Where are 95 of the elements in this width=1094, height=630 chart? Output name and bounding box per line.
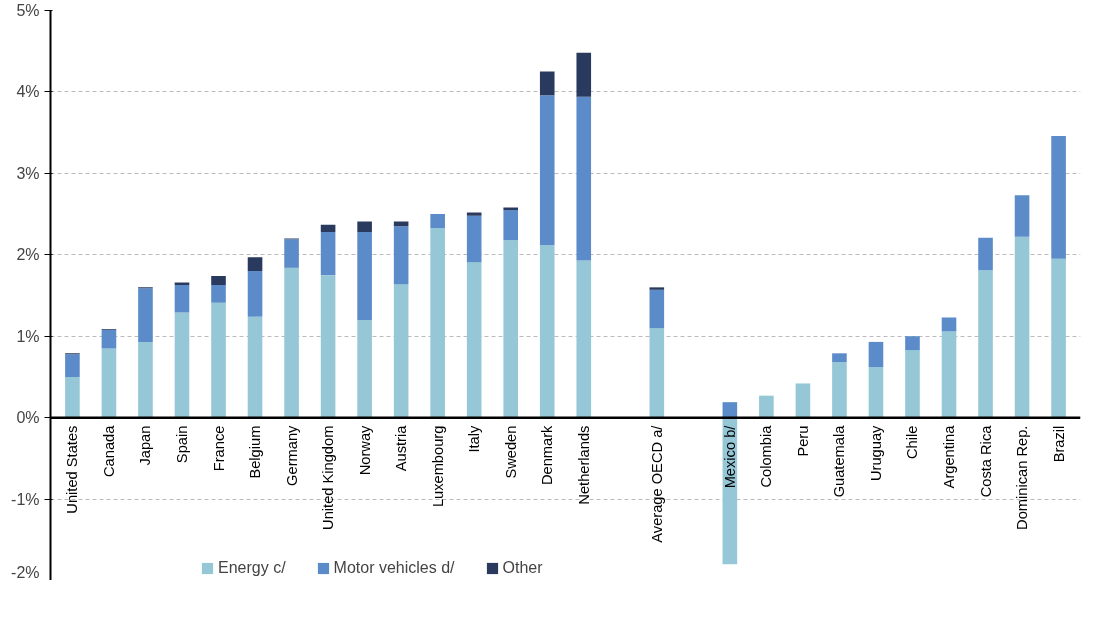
- x-tick-label: Average OECD a/: [648, 424, 665, 543]
- bar: [941, 331, 957, 418]
- x-tick-label: Norway: [356, 424, 373, 476]
- x-tick-label: Luxembourg: [429, 425, 446, 508]
- y-tick-label: 4%: [16, 83, 40, 101]
- x-tick-label: Mexico b/: [721, 424, 738, 489]
- legend-label: Energy c/: [218, 559, 286, 577]
- bar: [1051, 258, 1066, 418]
- x-tick-label: Sweden: [502, 425, 519, 479]
- bar: [905, 350, 920, 418]
- bar: [430, 227, 445, 418]
- bar: [466, 212, 482, 216]
- bar: [284, 239, 299, 268]
- bar: [65, 376, 80, 418]
- bar: [393, 226, 409, 285]
- bar: [466, 262, 482, 418]
- bar: [868, 367, 884, 418]
- bar: [978, 237, 993, 271]
- x-tick-label: United States: [64, 425, 81, 514]
- bar: [101, 329, 117, 349]
- bar: [978, 270, 993, 418]
- bar: [65, 354, 80, 377]
- bar: [868, 341, 884, 368]
- bar: [1051, 135, 1066, 259]
- x-tick-label: United Kingdom: [320, 425, 337, 530]
- bar: [211, 302, 226, 418]
- y-tick-label: -2%: [11, 563, 40, 581]
- bar: [576, 52, 592, 97]
- y-tick-label: 1%: [16, 327, 40, 345]
- bar: [138, 288, 153, 342]
- legend-label: Motor vehicles d/: [333, 559, 455, 577]
- y-tick-label: 2%: [16, 246, 40, 264]
- x-tick-label: Germany: [283, 424, 300, 486]
- bar: [357, 221, 372, 232]
- bar: [649, 289, 665, 329]
- x-tick-label: Spain: [173, 425, 190, 464]
- bar: [357, 231, 372, 320]
- x-tick-label: France: [210, 425, 227, 472]
- bar: [101, 348, 117, 418]
- x-tick-label: Guatemala: [831, 424, 848, 498]
- bar: [649, 287, 665, 290]
- y-tick-label: -1%: [11, 490, 40, 508]
- x-tick-label: Italy: [466, 424, 483, 453]
- x-tick-label: Costa Rica: [977, 424, 994, 498]
- bar: [795, 383, 811, 418]
- x-tick-label: Belgium: [247, 425, 264, 479]
- x-tick-label: Chile: [904, 425, 921, 460]
- bar: [941, 317, 957, 332]
- bar: [174, 312, 190, 418]
- x-tick-label: Peru: [794, 425, 811, 457]
- bar: [174, 282, 190, 285]
- bar: [649, 328, 665, 418]
- bar: [211, 284, 226, 303]
- bar: [174, 284, 190, 313]
- bar: [539, 95, 555, 246]
- x-tick-label: Canada: [100, 424, 117, 477]
- bar: [832, 353, 847, 363]
- x-tick-label: Colombia: [758, 424, 775, 488]
- bar: [393, 221, 409, 227]
- bar: [576, 96, 592, 261]
- x-tick-label: Austria: [393, 424, 410, 472]
- bar: [320, 275, 336, 418]
- bar: [832, 362, 847, 418]
- x-tick-label: Japan: [137, 425, 154, 466]
- bar: [503, 210, 519, 241]
- bar: [905, 336, 920, 351]
- bar: [1014, 236, 1030, 418]
- bar: [211, 275, 226, 285]
- bar: [466, 215, 482, 263]
- bar: [539, 245, 555, 418]
- bar: [320, 224, 336, 232]
- y-tick-label: 0%: [16, 409, 40, 427]
- bar: [759, 395, 774, 418]
- bar: [1014, 195, 1030, 237]
- y-tick-label: 3%: [16, 164, 40, 182]
- legend-label: Other: [502, 559, 543, 577]
- x-tick-label: Argentina: [941, 424, 958, 489]
- bar: [430, 214, 445, 228]
- bar: [576, 260, 592, 418]
- bar: [393, 284, 409, 418]
- x-tick-label: Denmark: [539, 424, 556, 486]
- bar: [503, 240, 519, 418]
- y-tick-label: 5%: [16, 2, 40, 19]
- bar: [247, 257, 263, 272]
- x-tick-label: Uruguay: [867, 424, 884, 482]
- bar: [284, 267, 299, 418]
- x-tick-label: Brazil: [1050, 425, 1067, 463]
- bar: [357, 319, 372, 418]
- bar: [247, 316, 263, 418]
- bar: [247, 271, 263, 317]
- bar: [138, 341, 153, 418]
- x-tick-label: Netherlands: [575, 425, 592, 505]
- bar: [320, 231, 336, 276]
- x-tick-label: Dominican Rep.: [1014, 425, 1031, 530]
- bar: [539, 71, 555, 96]
